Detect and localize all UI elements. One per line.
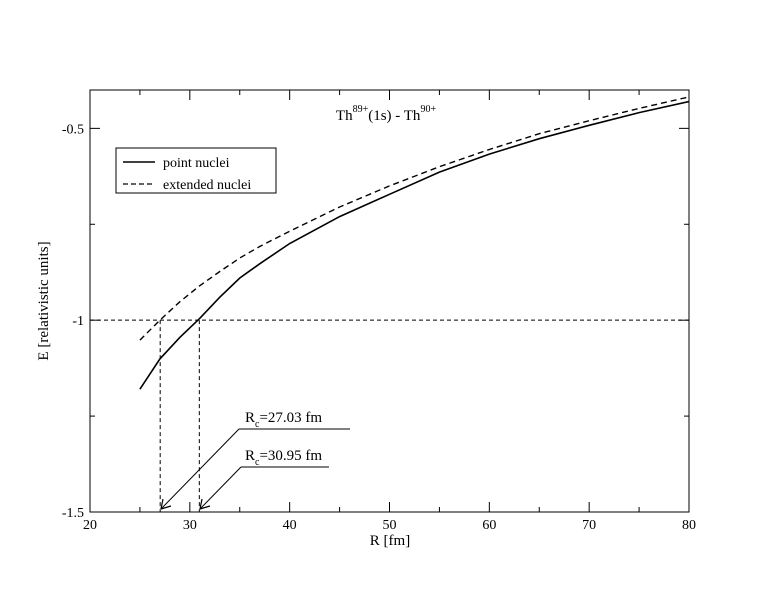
annotation-rc-1: Rc=27.03 fm — [160, 410, 350, 510]
annotation-arrowhead-rc-1 — [160, 498, 172, 510]
y-tick-label: -1.5 — [62, 506, 84, 521]
title-sup-1: 89+ — [353, 104, 369, 115]
legend-label-point-nuclei: point nuclei — [163, 156, 230, 171]
x-tick-label: 70 — [582, 518, 596, 533]
annotation-arrow-rc-1 — [160, 428, 240, 510]
annotation-label-rc-1: Rc=27.03 fm — [245, 410, 322, 430]
x-tick-label: 20 — [83, 518, 97, 533]
y-tick-label: -0.5 — [62, 122, 84, 137]
x-tick-label: 30 — [183, 518, 197, 533]
series — [139, 96, 689, 390]
annotation-label-rc-2: Rc=30.95 fm — [245, 448, 322, 468]
x-axis-label: R [fm] — [370, 533, 410, 549]
title-element-1: Th — [336, 108, 353, 124]
legend: point nuclei extended nuclei — [115, 147, 277, 194]
annotation-arrowhead-rc-2 — [199, 498, 211, 510]
y-axis-label: E [relativistic units] — [36, 241, 52, 360]
chart-title: Th89+(1s) - Th90+ — [336, 104, 437, 124]
legend-box — [115, 147, 277, 194]
x-tick-label: 50 — [383, 518, 397, 533]
series-line-point-nuclei — [139, 100, 689, 390]
reference-lines — [90, 319, 689, 512]
x-tick-label: 60 — [482, 518, 496, 533]
series-line-extended-nuclei — [139, 96, 689, 341]
title-middle: (1s) - Th — [368, 108, 421, 124]
x-tick-label: 40 — [283, 518, 297, 533]
x-tick-label: 80 — [682, 518, 696, 533]
legend-label-extended-nuclei: extended nuclei — [163, 178, 251, 193]
y-tick-label: -1 — [72, 314, 84, 329]
annotation-rc-2: Rc=30.95 fm — [199, 448, 329, 510]
title-sup-2: 90+ — [420, 104, 436, 115]
annotation-arrow-rc-2 — [199, 466, 242, 510]
tick-labels: 20 30 40 50 60 70 80 -1.5 -1 -0.5 — [62, 122, 696, 533]
